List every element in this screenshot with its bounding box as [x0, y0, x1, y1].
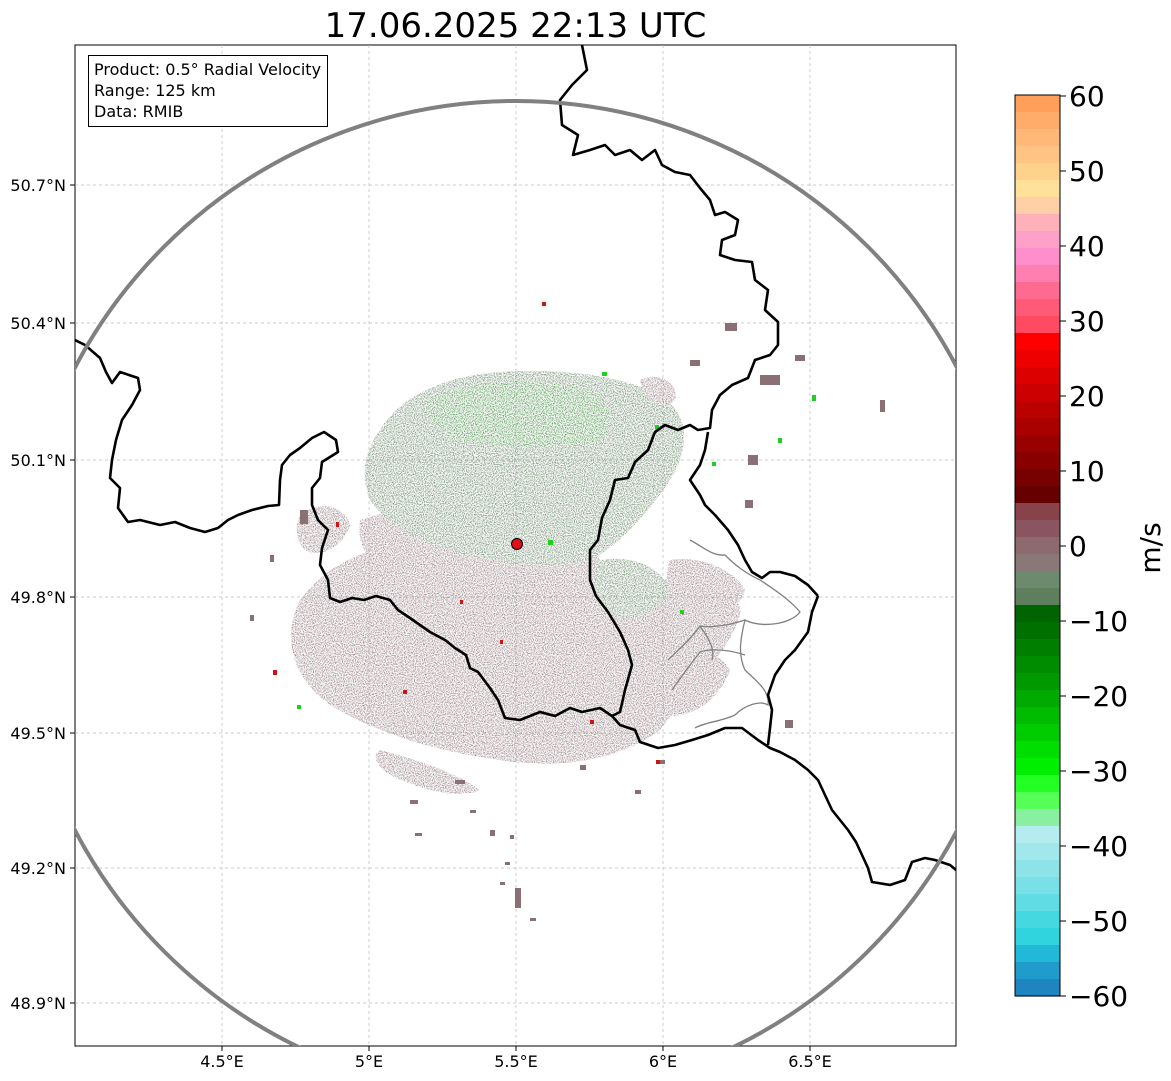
radar-echo-field	[250, 302, 885, 921]
colorbar-step	[1015, 401, 1060, 419]
data-source-line: Data: RMIB	[94, 102, 184, 121]
colorbar-tick-label: −50	[1069, 905, 1128, 938]
colorbar-step	[1015, 758, 1060, 776]
colorbar-step	[1015, 469, 1060, 487]
colorbar-step	[1015, 95, 1060, 113]
lat-tick-labels: 50.7°N 50.4°N 50.1°N 49.8°N 49.5°N 49.2°…	[10, 176, 66, 1013]
colorbar-step	[1015, 350, 1060, 368]
lat-tick-label: 48.9°N	[10, 994, 66, 1013]
range-ring	[75, 99, 956, 1046]
colorbar-step	[1015, 860, 1060, 878]
colorbar-step	[1015, 112, 1060, 130]
colorbar-step	[1015, 452, 1060, 470]
colorbar-tick-label: 0	[1069, 530, 1087, 563]
lon-tick-label: 6.5°E	[788, 1052, 832, 1071]
lon-tick-label: 5°E	[355, 1052, 383, 1071]
colorbar-step	[1015, 265, 1060, 283]
colorbar-step	[1015, 945, 1060, 963]
colorbar-step	[1015, 605, 1060, 623]
colorbar-step	[1015, 656, 1060, 674]
colorbar-step	[1015, 316, 1060, 334]
colorbar-unit-label: m/s	[1134, 522, 1167, 573]
colorbar-step	[1015, 231, 1060, 249]
colorbar-step	[1015, 197, 1060, 215]
colorbar-tick-label: −60	[1069, 980, 1128, 1013]
product-info-box: Product: 0.5° Radial Velocity Range: 125…	[88, 55, 329, 127]
colorbar-step	[1015, 333, 1060, 351]
admin-borders	[667, 539, 801, 729]
lon-tick-label: 6°E	[649, 1052, 677, 1071]
lon-tick-labels: 4.5°E 5°E 5.5°E 6°E 6.5°E	[200, 1052, 832, 1071]
lat-tick-label: 50.1°N	[10, 451, 66, 470]
axis-tick-marks	[70, 184, 811, 1051]
lat-tick-label: 50.7°N	[10, 176, 66, 195]
colorbar-step	[1015, 418, 1060, 436]
national-borders	[75, 45, 956, 887]
colorbar-step	[1015, 384, 1060, 402]
colorbar-step	[1015, 639, 1060, 657]
lat-tick-label: 50.4°N	[10, 314, 66, 333]
colorbar-step	[1015, 299, 1060, 317]
radar-site-marker[interactable]	[511, 538, 523, 550]
lat-tick-label: 49.8°N	[10, 588, 66, 607]
colorbar-step	[1015, 554, 1060, 572]
colorbar-tick-label: 20	[1069, 380, 1105, 413]
colorbar-step	[1015, 180, 1060, 198]
colorbar-tick-label: −20	[1069, 680, 1128, 713]
lat-tick-label: 49.5°N	[10, 724, 66, 743]
colorbar-tick-label: 30	[1069, 305, 1105, 338]
colorbar-step	[1015, 435, 1060, 453]
colorbar-step	[1015, 282, 1060, 300]
colorbar-gradient	[1015, 95, 1060, 997]
colorbar-step	[1015, 537, 1060, 555]
colorbar-step	[1015, 707, 1060, 725]
colorbar-step	[1015, 843, 1060, 861]
map-plot-area	[75, 45, 956, 1046]
colorbar-step	[1015, 588, 1060, 606]
colorbar-tick-label: 50	[1069, 155, 1105, 188]
colorbar-step	[1015, 741, 1060, 759]
lat-tick-label: 49.2°N	[10, 859, 66, 878]
colorbar-step	[1015, 571, 1060, 589]
colorbar-step	[1015, 690, 1060, 708]
colorbar-tick-label: 60	[1069, 80, 1105, 113]
lon-tick-label: 5.5°E	[494, 1052, 538, 1071]
colorbar-step	[1015, 214, 1060, 232]
colorbar-tick-label: 40	[1069, 230, 1105, 263]
colorbar-step	[1015, 809, 1060, 827]
colorbar: 60 50 40 30 20 10 0 −10 −20 −30 −40 −50 …	[1014, 80, 1167, 1013]
colorbar-step	[1015, 792, 1060, 810]
colorbar-step	[1015, 248, 1060, 266]
colorbar-step	[1015, 146, 1060, 164]
product-line: Product: 0.5° Radial Velocity	[94, 60, 322, 79]
colorbar-step	[1015, 928, 1060, 946]
range-line: Range: 125 km	[94, 81, 216, 100]
colorbar-step	[1015, 724, 1060, 742]
colorbar-step	[1015, 826, 1060, 844]
colorbar-step	[1015, 877, 1060, 895]
colorbar-step	[1015, 520, 1060, 538]
map-title: 17.06.2025 22:13 UTC	[324, 6, 707, 46]
colorbar-step	[1015, 894, 1060, 912]
colorbar-step	[1015, 163, 1060, 181]
colorbar-step	[1015, 911, 1060, 929]
colorbar-step	[1015, 367, 1060, 385]
colorbar-step	[1015, 775, 1060, 793]
colorbar-tick-label: 10	[1069, 455, 1105, 488]
colorbar-step	[1015, 486, 1060, 504]
colorbar-step	[1015, 503, 1060, 521]
colorbar-step	[1015, 129, 1060, 147]
colorbar-step	[1015, 962, 1060, 980]
colorbar-tick-label: −40	[1069, 830, 1128, 863]
lon-tick-label: 4.5°E	[200, 1052, 244, 1071]
colorbar-step	[1015, 979, 1060, 997]
colorbar-tick-label: −10	[1069, 605, 1128, 638]
colorbar-step	[1015, 622, 1060, 640]
colorbar-step	[1015, 673, 1060, 691]
colorbar-tick-label: −30	[1069, 755, 1128, 788]
